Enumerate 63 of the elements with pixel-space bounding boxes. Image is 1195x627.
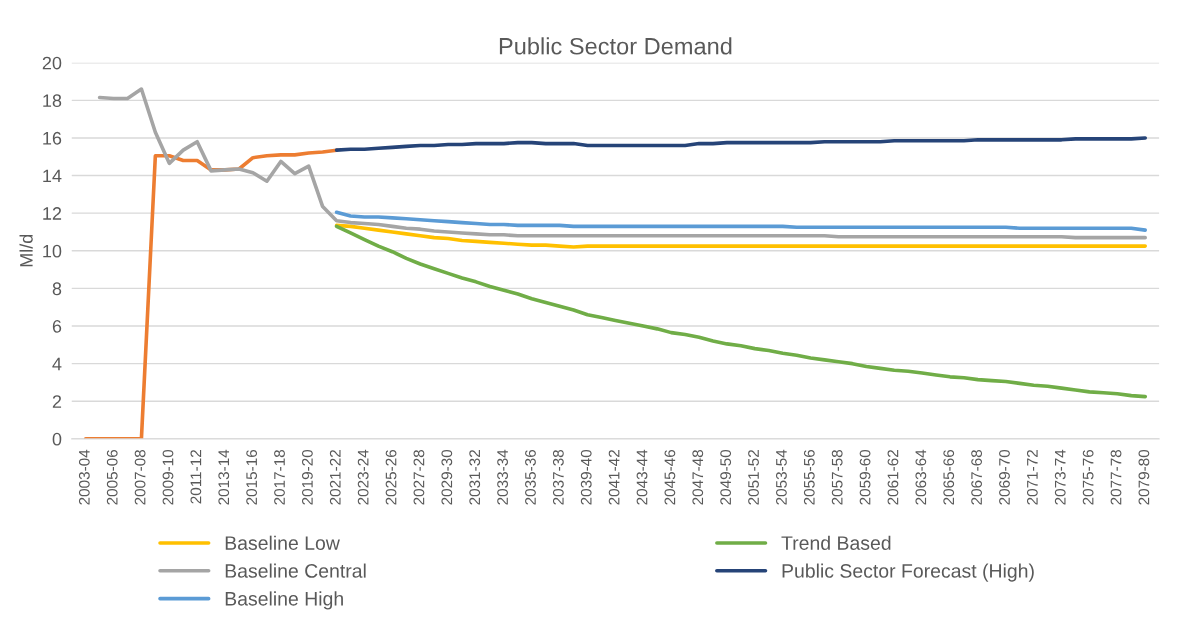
legend-label: Baseline Central [225,563,366,578]
x-tick-label: 2075-76 [1082,449,1094,505]
y-axis-title: Ml/d [19,234,33,267]
line-series [83,148,339,439]
x-tick-label: 2023-24 [357,449,369,505]
x-tick-label: 2069-70 [999,449,1010,505]
x-tick-label: 2007-08 [134,449,146,505]
y-tick-label: 2 [52,395,62,408]
x-tick-label: 2003-04 [78,449,90,505]
x-tick-label: 2041-42 [608,450,620,505]
legend-label: Baseline High [225,591,343,610]
x-tick-label: 2057-58 [831,449,843,505]
x-tick-label: 2033-34 [497,449,508,505]
x-tick-label: 2005-06 [106,449,118,505]
legend-label: Baseline Low [225,535,340,550]
x-tick-label: 2013-14 [218,449,230,505]
x-tick-label: 2017-18 [274,449,285,505]
legend-label: Trend Based [781,535,891,550]
x-tick-label: 2073-74 [1054,449,1066,505]
y-tick-label: 20 [42,56,62,70]
y-tick-label: 8 [52,282,62,296]
x-tick-label: 2079-80 [1138,449,1150,505]
x-tick-label: 2027-28 [413,449,425,505]
x-tick-label: 2037-38 [552,449,564,505]
x-tick-label: 2043-44 [636,449,648,505]
x-tick-label: 2063-64 [915,449,927,505]
x-tick-label: 2071-72 [1026,450,1038,505]
x-tick-label: 2011-12 [190,450,202,504]
y-tick-label: 10 [43,244,62,258]
x-tick-label: 2051-52 [748,450,759,505]
x-tick-label: 2029-30 [441,449,453,505]
x-tick-label: 2009-10 [162,449,174,505]
x-tick-label: 2047-48 [692,449,704,505]
y-tick-label: 4 [52,357,62,371]
x-tick-label: 2065-66 [943,449,955,505]
line-series [97,87,1148,240]
line-series [334,136,1148,152]
y-tick-label: 0 [52,432,62,446]
x-tick-label: 2061-62 [887,450,899,505]
x-tick-label: 2025-26 [385,449,397,505]
x-tick-label: 2077-78 [1110,449,1122,505]
y-tick-label: 14 [43,169,62,183]
line-series [334,210,1148,232]
y-tick-label: 16 [43,131,62,145]
x-tick-label: 2021-22 [329,450,341,505]
x-tick-label: 2045-46 [664,449,676,505]
line-series [334,223,1148,249]
x-tick-label: 2031-32 [469,450,481,505]
x-tick-label: 2035-36 [525,449,536,505]
legend-label: Public Sector Forecast (High) [782,563,1034,582]
x-tick-label: 2019-20 [301,449,313,505]
x-tick-label: 2039-40 [580,449,592,505]
x-tick-label: 2049-50 [720,449,732,505]
y-tick-label: 6 [52,319,62,333]
line-series [334,224,1148,399]
x-tick-label: 2015-16 [246,449,258,505]
chart-title: Public Sector Demand [499,37,732,55]
y-tick-label: 12 [43,207,62,220]
y-tick-label: 18 [43,94,62,108]
x-tick-label: 2053-54 [776,449,787,505]
x-tick-label: 2055-56 [803,449,815,505]
x-tick-label: 2067-68 [971,449,983,505]
x-tick-label: 2059-60 [859,449,871,505]
